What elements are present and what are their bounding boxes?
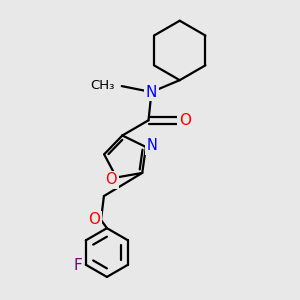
Text: O: O <box>88 212 101 227</box>
Text: O: O <box>105 172 117 187</box>
Text: F: F <box>73 258 82 273</box>
Text: N: N <box>146 85 157 100</box>
Text: CH₃: CH₃ <box>90 79 114 92</box>
Text: O: O <box>179 113 191 128</box>
Text: N: N <box>146 138 157 153</box>
